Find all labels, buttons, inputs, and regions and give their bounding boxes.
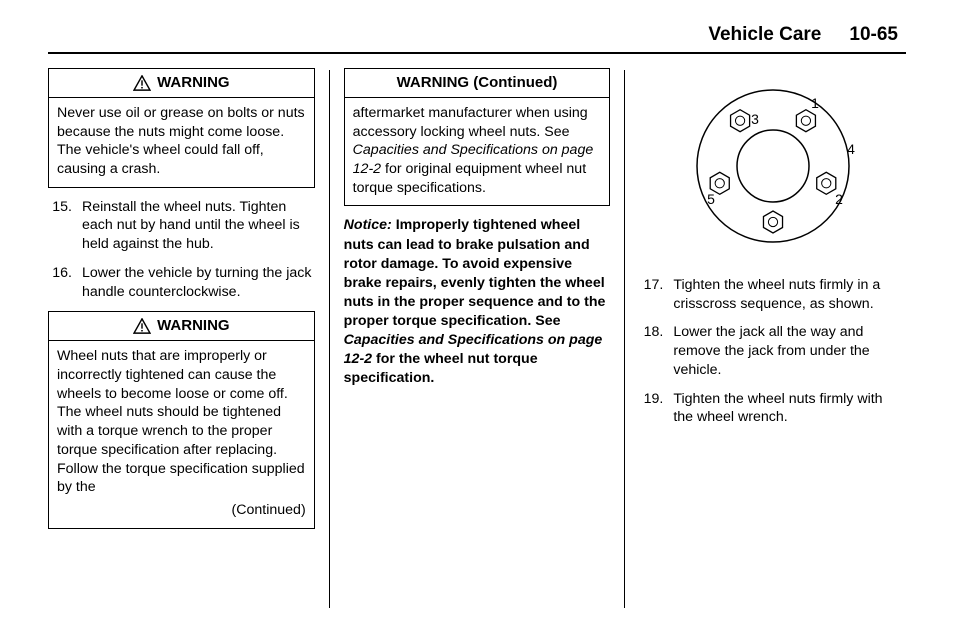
warning-head-1: WARNING [49, 69, 314, 98]
warning-body-1: Never use oil or grease on bolts or nuts… [49, 98, 314, 187]
step-17: 17. Tighten the wheel nuts firmly in a c… [639, 276, 906, 313]
wheel-nut-diagram: 1 2 3 4 5 [639, 74, 906, 254]
step-text: Reinstall the wheel nuts. Tighten each n… [82, 198, 315, 254]
warning-body-2-text: Wheel nuts that are improperly or incorr… [57, 348, 305, 495]
wheel-diagram-svg: 1 2 3 4 5 [663, 74, 883, 254]
warning-continued-label: (Continued) [57, 501, 306, 520]
warning-box-2: WARNING Wheel nuts that are improperly o… [48, 311, 315, 528]
steps-col3: 17. Tighten the wheel nuts firmly in a c… [639, 276, 906, 427]
warning-label-continued: WARNING (Continued) [397, 73, 558, 93]
warning-cont-text-a: aftermarket manufacturer when using acce… [353, 105, 588, 140]
header-rule [48, 52, 906, 54]
notice-paragraph: Notice: Improperly tightened wheel nuts … [344, 216, 611, 387]
step-text: Tighten the wheel nuts firmly with the w… [673, 390, 906, 427]
warning-triangle-icon [133, 75, 151, 91]
warning-label-2: WARNING [157, 316, 230, 336]
warning-body-2: Wheel nuts that are improperly or incorr… [49, 341, 314, 528]
page: Vehicle Care 10-65 WARNING Never use oil… [0, 0, 954, 638]
step-18: 18. Lower the jack all the way and remov… [639, 323, 906, 379]
svg-text:5: 5 [707, 191, 715, 207]
notice-lead: Notice: [344, 217, 392, 233]
step-16: 16. Lower the vehicle by turning the jac… [48, 264, 315, 301]
svg-text:1: 1 [811, 95, 819, 111]
step-text: Tighten the wheel nuts firmly in a criss… [673, 276, 906, 313]
svg-text:3: 3 [751, 111, 759, 127]
warning-label-1: WARNING [157, 73, 230, 93]
step-number: 18. [639, 323, 673, 379]
header-title: Vehicle Care [708, 24, 821, 46]
column-1: WARNING Never use oil or grease on bolts… [48, 68, 329, 608]
step-text: Lower the vehicle by turning the jack ha… [82, 264, 315, 301]
warning-cont-text-b: for original equipment wheel nut torque … [353, 161, 586, 196]
notice-body-a-text: Improperly tightened wheel nuts can lead… [344, 217, 606, 328]
step-number: 16. [48, 264, 82, 301]
column-2: WARNING (Continued) aftermarket manufact… [330, 68, 625, 608]
step-text: Lower the jack all the way and remove th… [673, 323, 906, 379]
warning-body-continued: aftermarket manufacturer when using acce… [345, 98, 610, 206]
column-3: 1 2 3 4 5 17. Tighten the wheel nuts firmly … [625, 68, 906, 608]
step-15: 15. Reinstall the wheel nuts. Tighten ea… [48, 198, 315, 254]
warning-head-continued: WARNING (Continued) [345, 69, 610, 98]
step-number: 17. [639, 276, 673, 313]
svg-text:4: 4 [847, 141, 855, 157]
step-19: 19. Tighten the wheel nuts firmly with t… [639, 390, 906, 427]
page-header: Vehicle Care 10-65 [48, 24, 906, 46]
warning-head-2: WARNING [49, 312, 314, 341]
notice-body-b: for the wheel nut torque specification. [344, 351, 538, 386]
step-number: 19. [639, 390, 673, 427]
header-page-number: 10-65 [849, 24, 898, 46]
steps-col1: 15. Reinstall the wheel nuts. Tighten ea… [48, 198, 315, 302]
warning-box-continued: WARNING (Continued) aftermarket manufact… [344, 68, 611, 206]
warning-box-1: WARNING Never use oil or grease on bolts… [48, 68, 315, 188]
columns: WARNING Never use oil or grease on bolts… [48, 68, 906, 608]
warning-triangle-icon [133, 318, 151, 334]
step-number: 15. [48, 198, 82, 254]
svg-text:2: 2 [835, 191, 843, 207]
